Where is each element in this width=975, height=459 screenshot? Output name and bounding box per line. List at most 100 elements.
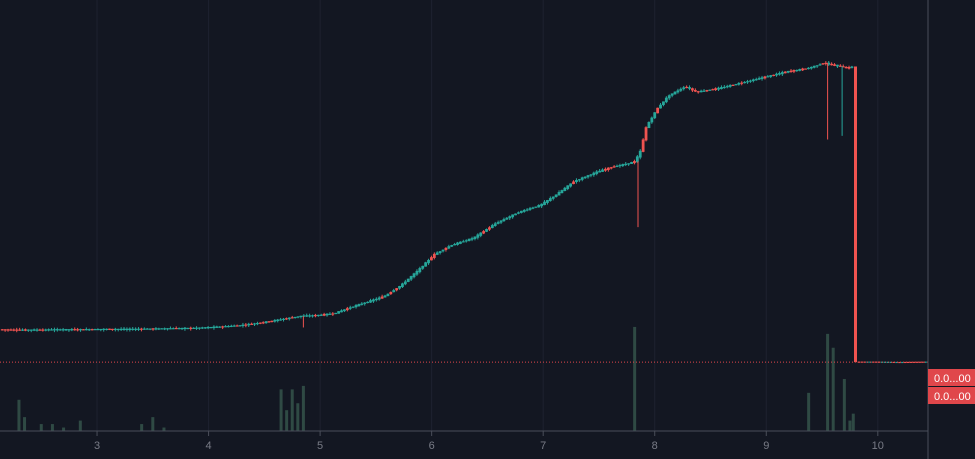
volume-bars xyxy=(17,326,855,431)
candle-body xyxy=(6,329,10,331)
candle-body xyxy=(163,328,167,330)
candle-body xyxy=(517,212,520,214)
candle-body xyxy=(769,75,773,77)
candle-body xyxy=(282,318,285,321)
candle-body xyxy=(656,107,660,114)
candle-body xyxy=(641,139,645,152)
candle-body xyxy=(209,327,213,329)
price-tag-lower[interactable]: 0.0...00 xyxy=(928,387,975,404)
candle-body xyxy=(909,361,913,363)
candle-body xyxy=(96,328,100,331)
candle-body xyxy=(131,328,135,330)
candle-body xyxy=(812,65,816,68)
candle-body xyxy=(316,314,320,317)
volume-bar xyxy=(151,417,155,431)
candle-body xyxy=(572,181,575,185)
candle-body xyxy=(528,208,532,210)
candle-body xyxy=(79,329,82,331)
candle-body xyxy=(566,185,570,189)
candle-body xyxy=(482,231,486,234)
candle-body xyxy=(886,361,890,363)
candle-body xyxy=(650,117,654,123)
candle-body xyxy=(514,213,517,216)
candle-body xyxy=(496,222,500,224)
candle-body xyxy=(479,232,483,236)
candle-body xyxy=(476,234,480,238)
candle-body xyxy=(662,101,665,106)
candle-body xyxy=(601,169,604,172)
candle-body xyxy=(502,219,506,222)
candle-body xyxy=(898,361,901,364)
candle-body xyxy=(918,361,921,363)
candle-body xyxy=(290,317,294,319)
candle-body xyxy=(435,252,439,255)
candle-body xyxy=(166,328,169,330)
candle-body xyxy=(142,328,146,330)
candle-body xyxy=(456,242,459,245)
candle-body xyxy=(380,296,384,299)
candle-body xyxy=(682,87,686,90)
candle-body xyxy=(203,327,207,329)
candle-body xyxy=(366,301,370,304)
candle-body xyxy=(575,180,578,183)
candle-body xyxy=(525,209,529,211)
candle-body xyxy=(563,187,567,191)
candle-body xyxy=(412,273,416,278)
candle-body xyxy=(818,64,822,66)
price-tag-upper-text: 0.0...00 xyxy=(934,373,971,385)
candle-body xyxy=(780,72,784,75)
candle-body xyxy=(401,283,404,288)
candle-body xyxy=(892,361,895,364)
candle-body xyxy=(261,322,265,324)
candle-body xyxy=(198,327,201,329)
candle-body xyxy=(630,162,633,164)
candle-body xyxy=(635,156,639,163)
candle-body xyxy=(519,210,523,213)
candle-body xyxy=(227,325,230,328)
candle-body xyxy=(218,326,222,328)
candle-body xyxy=(693,89,697,92)
candle-body xyxy=(189,327,193,329)
candle-body xyxy=(244,324,248,326)
candle-body xyxy=(151,328,155,330)
candle-body xyxy=(195,327,198,329)
candle-body xyxy=(711,89,715,91)
candle-body xyxy=(55,329,59,331)
candle-body xyxy=(108,328,111,330)
candle-body xyxy=(250,323,254,325)
candle-body xyxy=(789,70,793,73)
candle-body xyxy=(348,307,352,309)
candle-body xyxy=(801,68,805,71)
candle-body xyxy=(924,361,927,363)
candle-body xyxy=(238,325,242,327)
candle-body xyxy=(464,240,468,242)
candle-body xyxy=(557,192,561,196)
candle-body xyxy=(340,310,343,313)
candle-body xyxy=(421,265,425,269)
candle-body xyxy=(90,329,94,331)
candle-body xyxy=(850,66,854,68)
candle-body xyxy=(647,122,651,129)
candle-body xyxy=(847,66,851,69)
candle-body xyxy=(444,247,448,250)
candle-body xyxy=(511,214,515,218)
volume-bar xyxy=(78,420,82,431)
candle-body xyxy=(427,259,430,264)
candle-body xyxy=(438,251,442,254)
candle-body xyxy=(18,329,22,331)
candle-body xyxy=(705,90,709,92)
candle-body xyxy=(754,79,758,81)
candle-body xyxy=(664,97,668,103)
candle-body xyxy=(883,361,887,363)
candle-body xyxy=(314,314,317,317)
candle-body xyxy=(354,305,358,308)
candle-body xyxy=(409,276,413,280)
candle-body xyxy=(253,323,256,325)
candle-body xyxy=(531,207,535,209)
candle-body xyxy=(485,229,488,232)
volume-bar xyxy=(296,403,300,431)
price-tag-upper[interactable]: 0.0...00 xyxy=(928,369,975,386)
candle-body xyxy=(64,328,68,331)
candle-body xyxy=(145,328,149,330)
